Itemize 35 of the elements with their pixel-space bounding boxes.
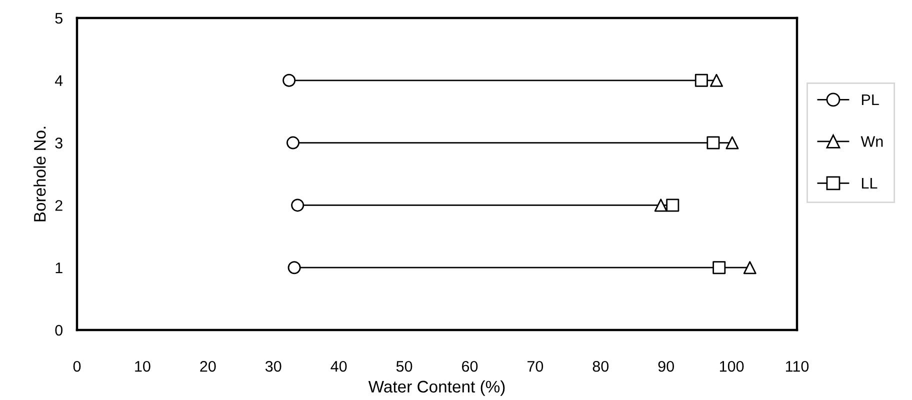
legend-label: Wn bbox=[860, 136, 883, 147]
x-tick-label: 90 bbox=[658, 360, 674, 372]
y-tick-label: 2 bbox=[55, 200, 62, 211]
point bbox=[712, 261, 726, 274]
x-tick-label: 10 bbox=[135, 360, 150, 372]
x-tick-label: 20 bbox=[200, 360, 216, 372]
x-tick-label: 60 bbox=[462, 360, 478, 372]
y-tick-label: 0 bbox=[55, 324, 63, 336]
legend-label: LL bbox=[862, 178, 878, 188]
y-axis-title: Borehole No. bbox=[34, 126, 46, 222]
point bbox=[710, 74, 723, 87]
x-axis-title: Water Content (%) bbox=[368, 380, 505, 396]
y-tick-label: 3 bbox=[55, 138, 62, 148]
y-tick-label: 1 bbox=[56, 262, 62, 274]
y-tick-label: 5 bbox=[55, 13, 62, 24]
x-tick-label: 110 bbox=[786, 360, 809, 372]
x-tick-label: 70 bbox=[527, 360, 544, 372]
x-tick-label: 50 bbox=[396, 360, 412, 372]
legend-label: PL bbox=[862, 94, 879, 106]
point bbox=[694, 74, 708, 87]
point bbox=[286, 136, 300, 150]
x-tick-label: 40 bbox=[330, 360, 347, 372]
y-tick-label: 4 bbox=[54, 75, 63, 86]
point bbox=[288, 261, 301, 274]
point bbox=[291, 198, 304, 212]
x-tick-label: 100 bbox=[720, 360, 744, 372]
x-tick-label: 0 bbox=[73, 360, 81, 372]
point bbox=[654, 198, 668, 212]
point bbox=[743, 261, 756, 274]
point bbox=[706, 136, 720, 150]
point bbox=[726, 136, 739, 150]
x-tick-label: 30 bbox=[265, 360, 282, 372]
point bbox=[282, 74, 296, 87]
x-tick-label: 80 bbox=[592, 360, 609, 372]
point bbox=[666, 198, 680, 212]
